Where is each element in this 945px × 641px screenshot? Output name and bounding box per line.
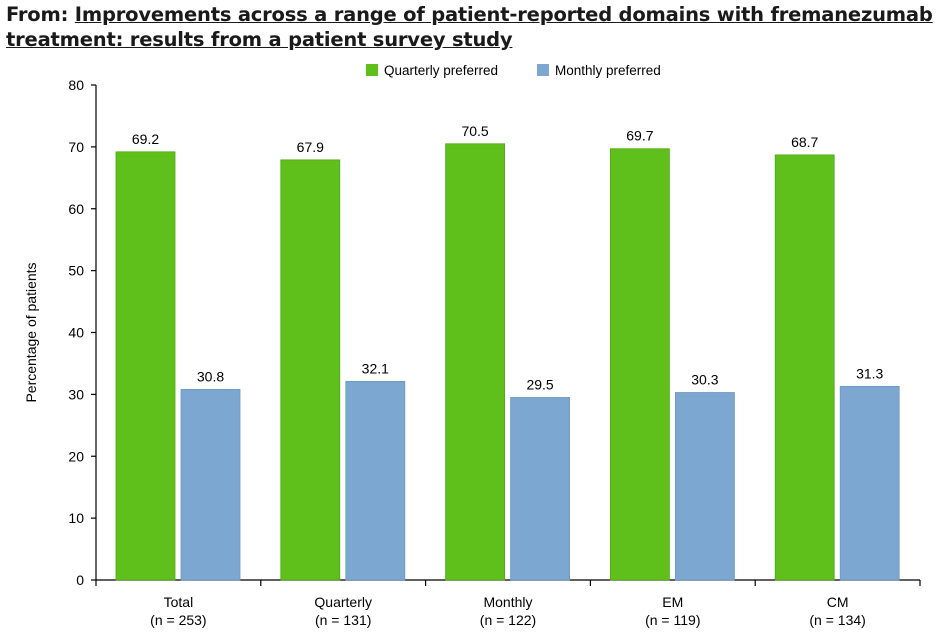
x-tick-label: Monthly [483, 594, 532, 610]
bar-quarterly-preferred [115, 151, 176, 581]
x-tick-sublabel: (n = 131) [315, 612, 371, 628]
x-tick-sublabel: (n = 134) [809, 612, 865, 628]
data-label: 29.5 [526, 376, 553, 392]
y-tick-label: 40 [68, 325, 84, 341]
data-label: 69.2 [132, 131, 159, 147]
legend-swatch [537, 64, 549, 76]
data-label: 32.1 [362, 360, 389, 376]
legend-label: Quarterly preferred [384, 63, 498, 78]
x-tick-label: CM [827, 594, 849, 610]
y-axis-title: Percentage of patients [23, 262, 39, 402]
bar-quarterly-preferred [280, 159, 341, 581]
data-label: 31.3 [856, 365, 883, 381]
data-label: 69.7 [626, 128, 653, 144]
y-tick-label: 0 [76, 572, 84, 588]
header-prefix: From: [6, 3, 75, 26]
data-label: 68.7 [791, 134, 818, 150]
bar-monthly-preferred [180, 389, 241, 581]
data-label: 70.5 [461, 123, 488, 139]
legend-label: Monthly preferred [555, 63, 661, 78]
y-tick-label: 50 [68, 263, 84, 279]
y-tick-label: 60 [68, 201, 84, 217]
y-tick-label: 30 [68, 386, 84, 402]
data-label: 67.9 [297, 139, 324, 155]
y-tick-label: 10 [68, 510, 84, 526]
y-tick-label: 70 [68, 139, 84, 155]
x-tick-label: Total [164, 594, 194, 610]
bar-quarterly-preferred [610, 148, 670, 581]
y-tick-label: 80 [68, 77, 84, 93]
x-tick-sublabel: (n = 253) [150, 612, 206, 628]
article-title-link[interactable]: Improvements across a range of patient-r… [6, 3, 933, 51]
x-tick-label: Quarterly [314, 594, 372, 610]
data-label: 30.3 [691, 372, 718, 388]
legend-swatch [366, 64, 378, 76]
x-tick-sublabel: (n = 122) [480, 612, 536, 628]
data-label: 30.8 [197, 368, 224, 384]
y-tick-label: 20 [68, 448, 84, 464]
bar-monthly-preferred [839, 385, 900, 581]
x-tick-label: EM [662, 594, 683, 610]
x-tick-sublabel: (n = 119) [645, 612, 700, 628]
bar-monthly-preferred [345, 380, 406, 581]
bar-quarterly-preferred [445, 143, 506, 581]
bar-monthly-preferred [510, 397, 571, 581]
figure-header: From: Improvements across a range of pat… [6, 2, 936, 52]
bar-quarterly-preferred [774, 154, 835, 581]
bar-monthly-preferred [675, 392, 735, 581]
